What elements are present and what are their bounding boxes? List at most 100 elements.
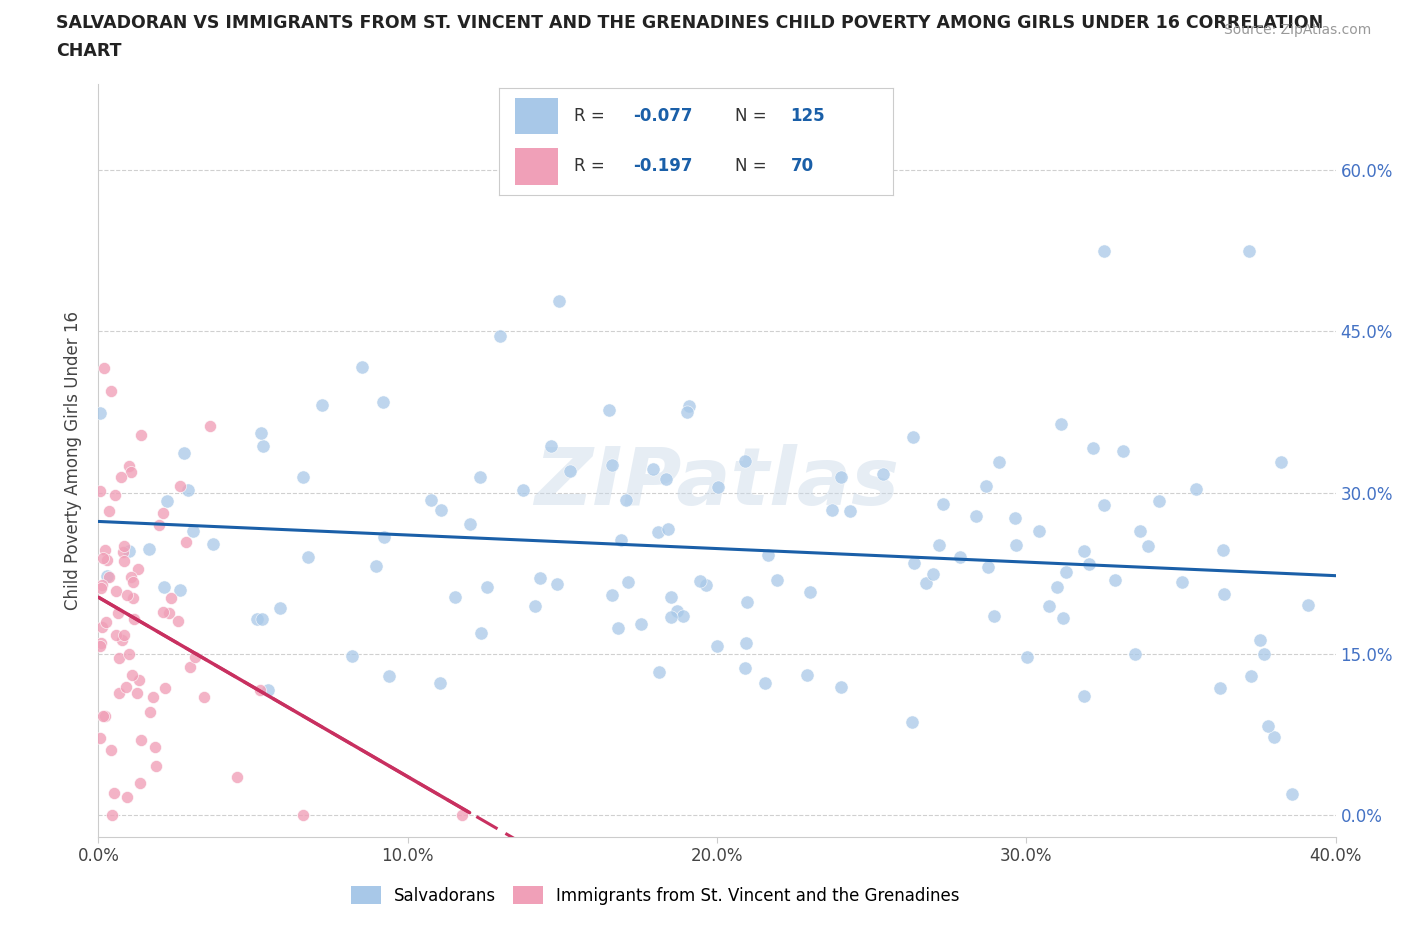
Point (112, 538, 135, 553)
Legend: Salvadorans, Immigrants from St. Vincent and the Grenadines: Salvadorans, Immigrants from St. Vincent… (344, 880, 966, 911)
Point (1237, 243, 1260, 258)
Point (139, 704, 162, 719)
Point (1081, 440, 1104, 455)
Point (98, 570, 121, 585)
Point (111, 632, 134, 647)
Point (90, 636, 112, 651)
Point (1249, 632, 1271, 647)
Point (903, 430, 925, 445)
Point (143, 739, 166, 754)
Text: N =: N = (735, 157, 772, 176)
Point (1112, 444, 1135, 458)
Point (965, 509, 987, 524)
Point (734, 660, 756, 675)
Point (1123, 646, 1146, 661)
Point (297, 550, 319, 565)
Point (630, 617, 652, 631)
Point (129, 776, 152, 790)
Point (291, 808, 314, 823)
Point (756, 548, 779, 563)
Point (115, 680, 138, 695)
Point (152, 506, 174, 521)
Point (91, 709, 114, 724)
Point (156, 493, 179, 508)
Point (120, 569, 142, 584)
Point (616, 575, 638, 590)
Point (558, 463, 581, 478)
Point (121, 668, 143, 683)
Point (735, 635, 758, 650)
Bar (515, 98, 558, 134)
Point (977, 560, 1000, 575)
Point (340, 648, 363, 663)
Point (96, 552, 118, 567)
Point (1212, 586, 1234, 601)
Point (1073, 544, 1095, 559)
Point (1212, 542, 1234, 557)
Point (93, 361, 115, 376)
Bar (515, 148, 558, 184)
Point (120, 464, 142, 479)
Point (988, 455, 1011, 470)
Point (666, 603, 689, 618)
Point (112, 544, 135, 559)
Point (655, 472, 678, 486)
Point (1128, 524, 1150, 538)
Point (641, 461, 664, 476)
Point (249, 682, 271, 697)
Point (131, 428, 153, 443)
Point (1171, 574, 1194, 589)
Point (107, 605, 129, 620)
Point (112, 553, 135, 568)
Point (706, 638, 728, 653)
Point (1239, 669, 1261, 684)
Point (252, 439, 274, 454)
Point (103, 786, 125, 801)
Point (167, 613, 190, 628)
Point (648, 665, 671, 680)
Point (100, 808, 122, 823)
Point (373, 530, 395, 545)
Point (153, 579, 176, 594)
Point (1073, 688, 1095, 703)
Point (152, 604, 174, 619)
Text: -0.197: -0.197 (633, 157, 693, 176)
Point (131, 733, 153, 748)
Point (1046, 580, 1069, 595)
Text: -0.077: -0.077 (633, 107, 693, 126)
Point (540, 438, 562, 453)
Point (1028, 524, 1050, 538)
Point (104, 628, 127, 643)
Point (1263, 730, 1285, 745)
Point (118, 646, 141, 661)
Point (364, 559, 387, 574)
Point (1038, 599, 1060, 614)
Text: R =: R = (574, 107, 610, 126)
Point (661, 590, 683, 604)
Point (148, 517, 170, 532)
Point (89, 730, 111, 745)
Point (512, 482, 534, 497)
Point (105, 584, 128, 599)
Point (695, 578, 717, 592)
Point (94, 542, 117, 557)
Point (419, 492, 441, 507)
Point (122, 591, 145, 605)
Text: Source: ZipAtlas.com: Source: ZipAtlas.com (1223, 23, 1371, 37)
Point (115, 790, 138, 804)
Point (122, 612, 145, 627)
Point (839, 503, 862, 518)
Point (1054, 565, 1077, 579)
Point (458, 517, 481, 532)
Point (90, 578, 112, 592)
Point (1147, 494, 1170, 509)
Point (1077, 556, 1099, 571)
Point (249, 425, 271, 440)
Point (707, 480, 730, 495)
Point (488, 328, 510, 343)
Point (169, 479, 191, 494)
Point (659, 609, 682, 624)
Point (184, 650, 207, 665)
Point (1092, 498, 1115, 512)
Point (475, 579, 498, 594)
